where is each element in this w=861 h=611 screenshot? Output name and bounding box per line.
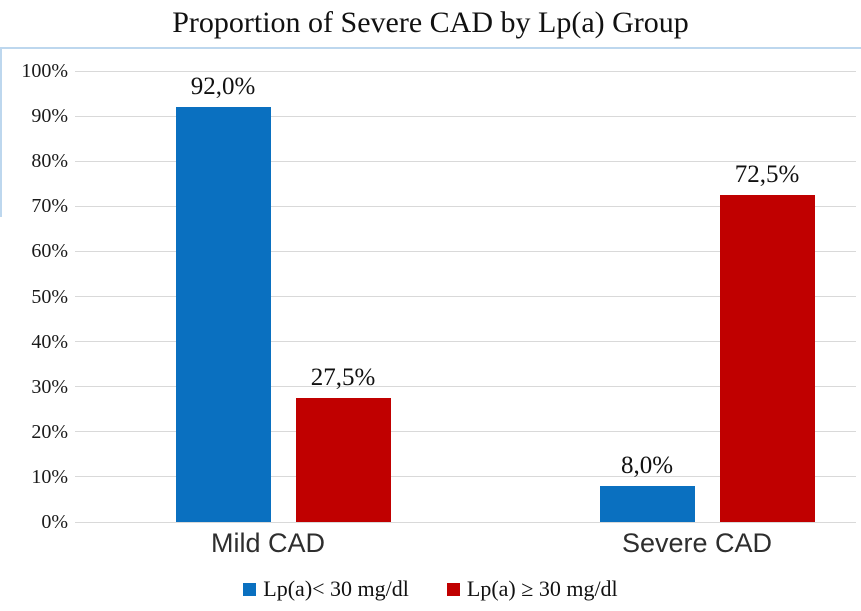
y-axis-tick-label: 0% <box>41 511 68 533</box>
x-axis-category-label: Severe CAD <box>621 528 773 558</box>
legend-swatch-blue-icon <box>243 582 257 596</box>
gridline-100% <box>75 70 856 72</box>
legend-item-lpa-below-30: Lp(a)< 30 mg/dl <box>243 576 409 602</box>
legend-swatch-red-icon <box>446 582 460 596</box>
bar-value-label: 27,5% <box>310 363 376 391</box>
gridline-90% <box>75 115 856 117</box>
x-axis-category-label: Mild CAD <box>210 528 325 558</box>
chart-frame-top-border <box>0 47 861 49</box>
bar-lpa-below-30-severe-cad <box>599 485 695 522</box>
bar-lpa-above-30-severe-cad <box>719 195 815 522</box>
gridline-30% <box>75 386 856 388</box>
y-axis-tick-label: 10% <box>31 465 68 488</box>
y-axis-tick-label: 30% <box>31 375 68 398</box>
bar-lpa-below-30-mild-cad <box>175 107 271 522</box>
y-axis-tick-label: 60% <box>31 240 68 263</box>
y-axis-tick-label: 20% <box>31 420 68 443</box>
y-axis-tick-label: 70% <box>31 195 68 218</box>
gridline-50% <box>75 296 856 297</box>
gridline-20% <box>75 431 856 433</box>
bar-lpa-above-30-mild-cad <box>295 397 391 522</box>
gridline-10% <box>75 476 856 478</box>
gridline-70% <box>75 205 856 207</box>
bar-value-label: 72,5% <box>734 161 800 189</box>
gridline-60% <box>75 250 856 252</box>
legend: Lp(a)< 30 mg/dl Lp(a) ≥ 30 mg/dl <box>0 576 861 602</box>
y-axis-tick-label: 80% <box>31 150 68 173</box>
chart-frame-left-border <box>0 47 2 217</box>
gridline-80% <box>75 160 856 162</box>
y-axis-tick-label: 50% <box>31 285 68 308</box>
chart-title: Proportion of Severe CAD by Lp(a) Group <box>172 6 689 39</box>
legend-label-lpa-above-30: Lp(a) ≥ 30 mg/dl <box>466 576 618 601</box>
y-axis-tick-label: 90% <box>31 105 68 128</box>
legend-label-lpa-below-30: Lp(a)< 30 mg/dl <box>263 576 409 601</box>
bar-value-label: 8,0% <box>620 451 674 479</box>
bar-value-label: 92,0% <box>190 73 256 101</box>
y-axis-tick-label: 40% <box>31 330 68 353</box>
legend-item-lpa-above-30: Lp(a) ≥ 30 mg/dl <box>446 576 618 602</box>
gridline-0% <box>75 521 856 523</box>
gridline-40% <box>75 341 856 343</box>
y-axis-tick-label: 100% <box>21 60 68 82</box>
